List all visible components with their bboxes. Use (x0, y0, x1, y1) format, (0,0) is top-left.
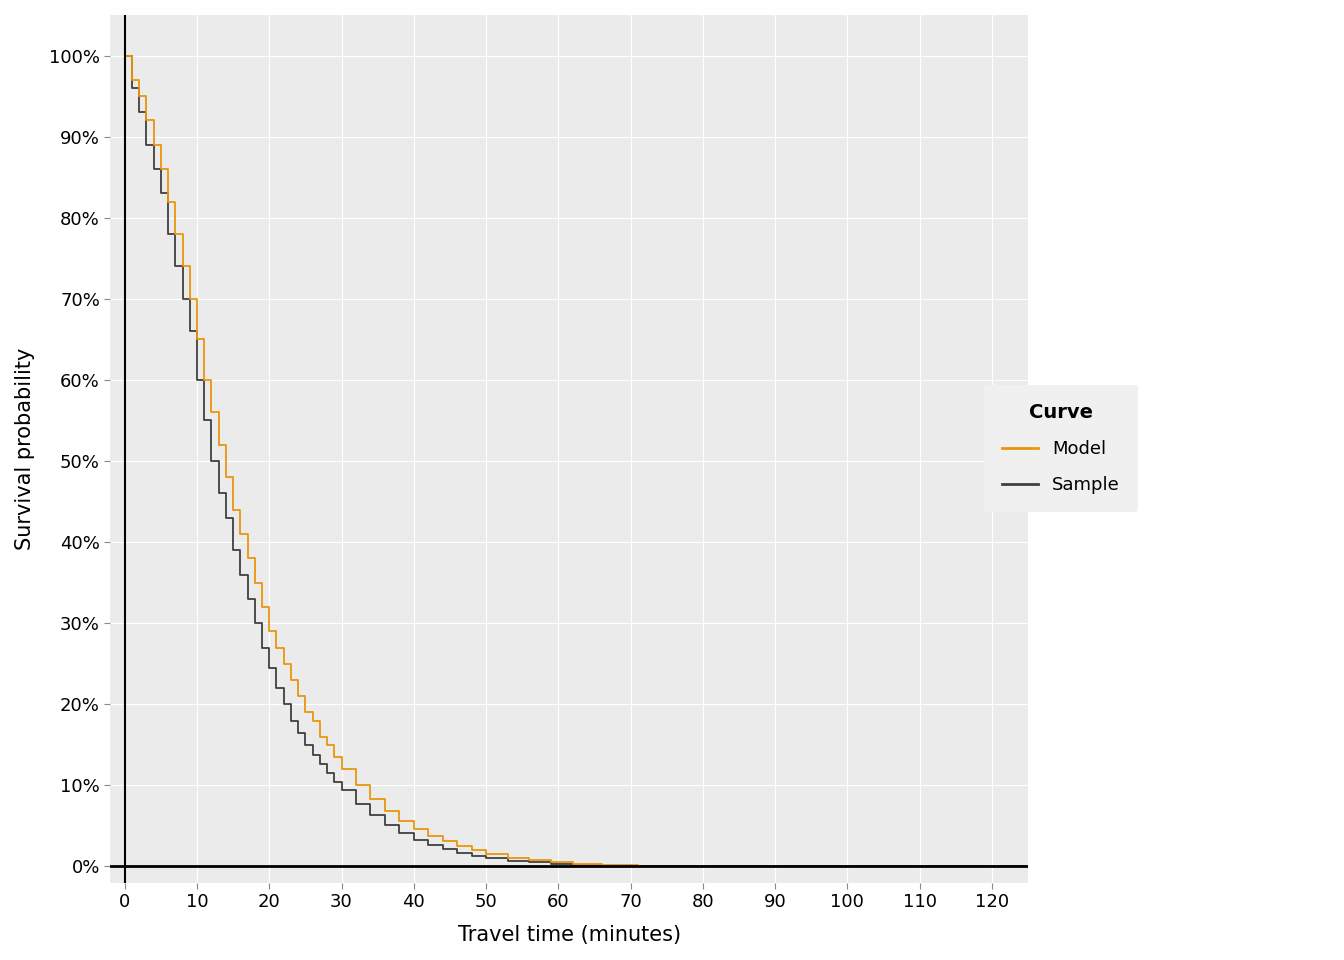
Y-axis label: Survival probability: Survival probability (15, 348, 35, 550)
Legend: Model, Sample: Model, Sample (984, 385, 1138, 513)
X-axis label: Travel time (minutes): Travel time (minutes) (457, 925, 680, 945)
